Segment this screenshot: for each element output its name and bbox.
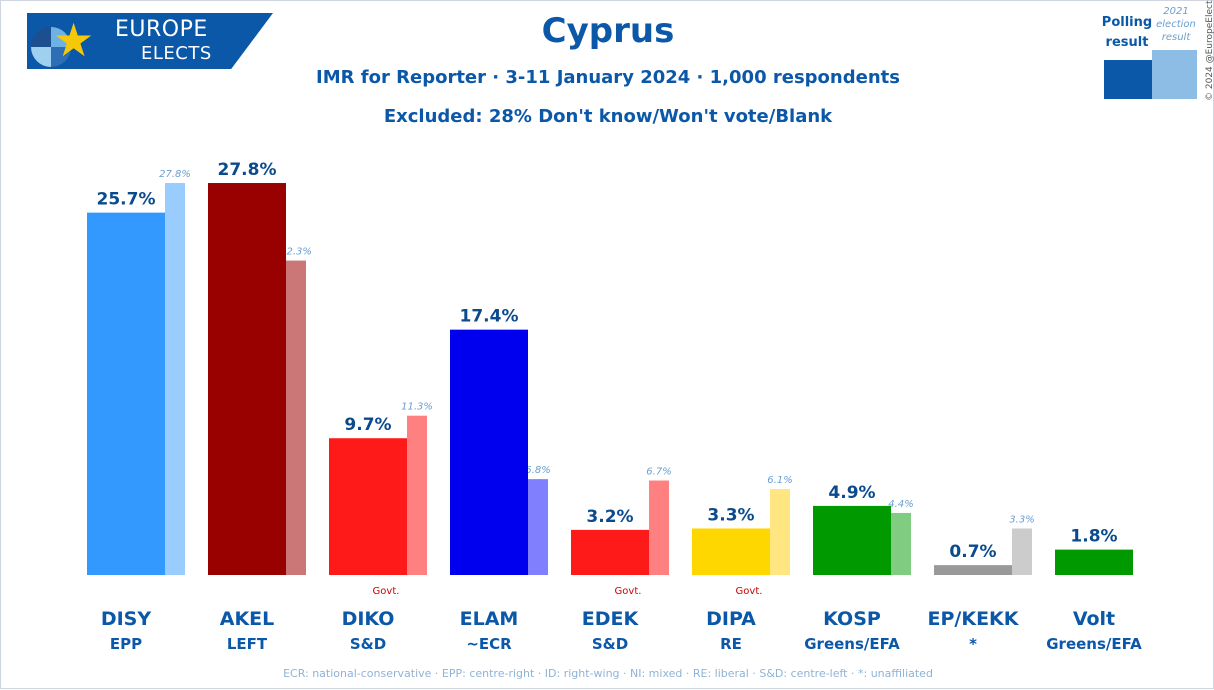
party-group-akel: LEFT bbox=[227, 635, 268, 653]
logo-text-europe: EUROPE bbox=[115, 17, 208, 42]
prev-label-dipa: 6.1% bbox=[767, 475, 792, 486]
legend-polling-label: Polling result bbox=[1101, 15, 1153, 50]
prev-bar-kosp bbox=[891, 512, 911, 575]
party-group-disy: EPP bbox=[110, 635, 142, 653]
poll-bar-akel bbox=[208, 183, 286, 575]
poll-label-disy: 25.7% bbox=[97, 190, 156, 210]
prev-bar-diko bbox=[407, 415, 427, 575]
party-group-elam: ~ECR bbox=[466, 635, 512, 653]
poll-bar-volt bbox=[1055, 549, 1133, 575]
prev-label-disy: 27.8% bbox=[159, 169, 191, 180]
legend-polling-swatch bbox=[1104, 60, 1152, 99]
prev-label-ep-kekk: 3.3% bbox=[1009, 514, 1034, 525]
poll-label-diko: 9.7% bbox=[344, 415, 391, 435]
party-group-diko: S&D bbox=[350, 635, 386, 653]
poll-bar-elam bbox=[450, 329, 528, 575]
poll-bar-diko bbox=[329, 438, 407, 575]
party-group-volt: Greens/EFA bbox=[1046, 635, 1142, 653]
prev-label-edek: 6.7% bbox=[646, 467, 671, 478]
chart-subtitle: IMR for Reporter · 3-11 January 2024 · 1… bbox=[316, 67, 900, 88]
poll-label-elam: 17.4% bbox=[460, 307, 519, 327]
party-name-disy: DISY bbox=[101, 608, 152, 630]
govt-marker-diko: Govt. bbox=[373, 586, 400, 597]
star-icon: ★ bbox=[53, 13, 95, 67]
prev-bar-elam bbox=[528, 479, 548, 575]
party-name-ep-kekk: EP/KEKK bbox=[928, 608, 1020, 630]
poll-bar-ep-kekk bbox=[934, 565, 1012, 575]
party-name-volt: Volt bbox=[1073, 608, 1115, 630]
party-name-edek: EDEK bbox=[582, 608, 640, 630]
globe-icon bbox=[31, 27, 71, 67]
legend-2021-label: 2021 election result bbox=[1156, 6, 1196, 43]
prev-label-kosp: 4.4% bbox=[888, 499, 913, 510]
poll-bar-disy bbox=[87, 212, 165, 575]
prev-bar-dipa bbox=[770, 488, 790, 575]
party-group-dipa: RE bbox=[720, 635, 742, 653]
party-name-elam: ELAM bbox=[460, 608, 519, 630]
footer-legend: ECR: national-conservative · EPP: centre… bbox=[283, 667, 933, 680]
party-group-kosp: Greens/EFA bbox=[804, 635, 900, 653]
poll-label-kosp: 4.9% bbox=[828, 483, 875, 503]
party-name-diko: DIKO bbox=[342, 608, 395, 630]
poll-bar-dipa bbox=[692, 528, 770, 575]
govt-marker-dipa: Govt. bbox=[736, 586, 763, 597]
poll-label-dipa: 3.3% bbox=[707, 505, 754, 525]
chart-title: Cyprus bbox=[541, 11, 675, 51]
excluded-note: Excluded: 28% Don't know/Won't vote/Blan… bbox=[383, 106, 833, 127]
poll-label-volt: 1.8% bbox=[1070, 527, 1117, 547]
legend-2021-swatch bbox=[1152, 50, 1197, 99]
poll-label-akel: 27.8% bbox=[218, 160, 277, 180]
party-name-kosp: KOSP bbox=[823, 608, 881, 630]
party-name-akel: AKEL bbox=[220, 608, 275, 630]
prev-label-diko: 11.3% bbox=[401, 402, 433, 413]
prev-bar-edek bbox=[649, 480, 669, 575]
poll-label-edek: 3.2% bbox=[586, 507, 633, 527]
party-name-dipa: DIPA bbox=[706, 608, 756, 630]
govt-marker-edek: Govt. bbox=[615, 586, 642, 597]
poll-bar-edek bbox=[571, 529, 649, 575]
prev-bar-disy bbox=[165, 183, 185, 575]
poll-label-ep-kekk: 0.7% bbox=[949, 542, 996, 562]
logo-text-elects: ELECTS bbox=[141, 43, 212, 64]
party-group-ep-kekk: * bbox=[969, 635, 977, 653]
poll-bar-kosp bbox=[813, 505, 891, 575]
prev-label-elam: 6.8% bbox=[525, 465, 550, 476]
prev-bar-ep-kekk bbox=[1012, 528, 1032, 575]
prev-bar-akel bbox=[286, 260, 306, 575]
prev-label-akel: 22.3% bbox=[280, 247, 312, 258]
europe-elects-logo: ★ EUROPE ELECTS bbox=[27, 13, 273, 69]
party-group-edek: S&D bbox=[592, 635, 628, 653]
